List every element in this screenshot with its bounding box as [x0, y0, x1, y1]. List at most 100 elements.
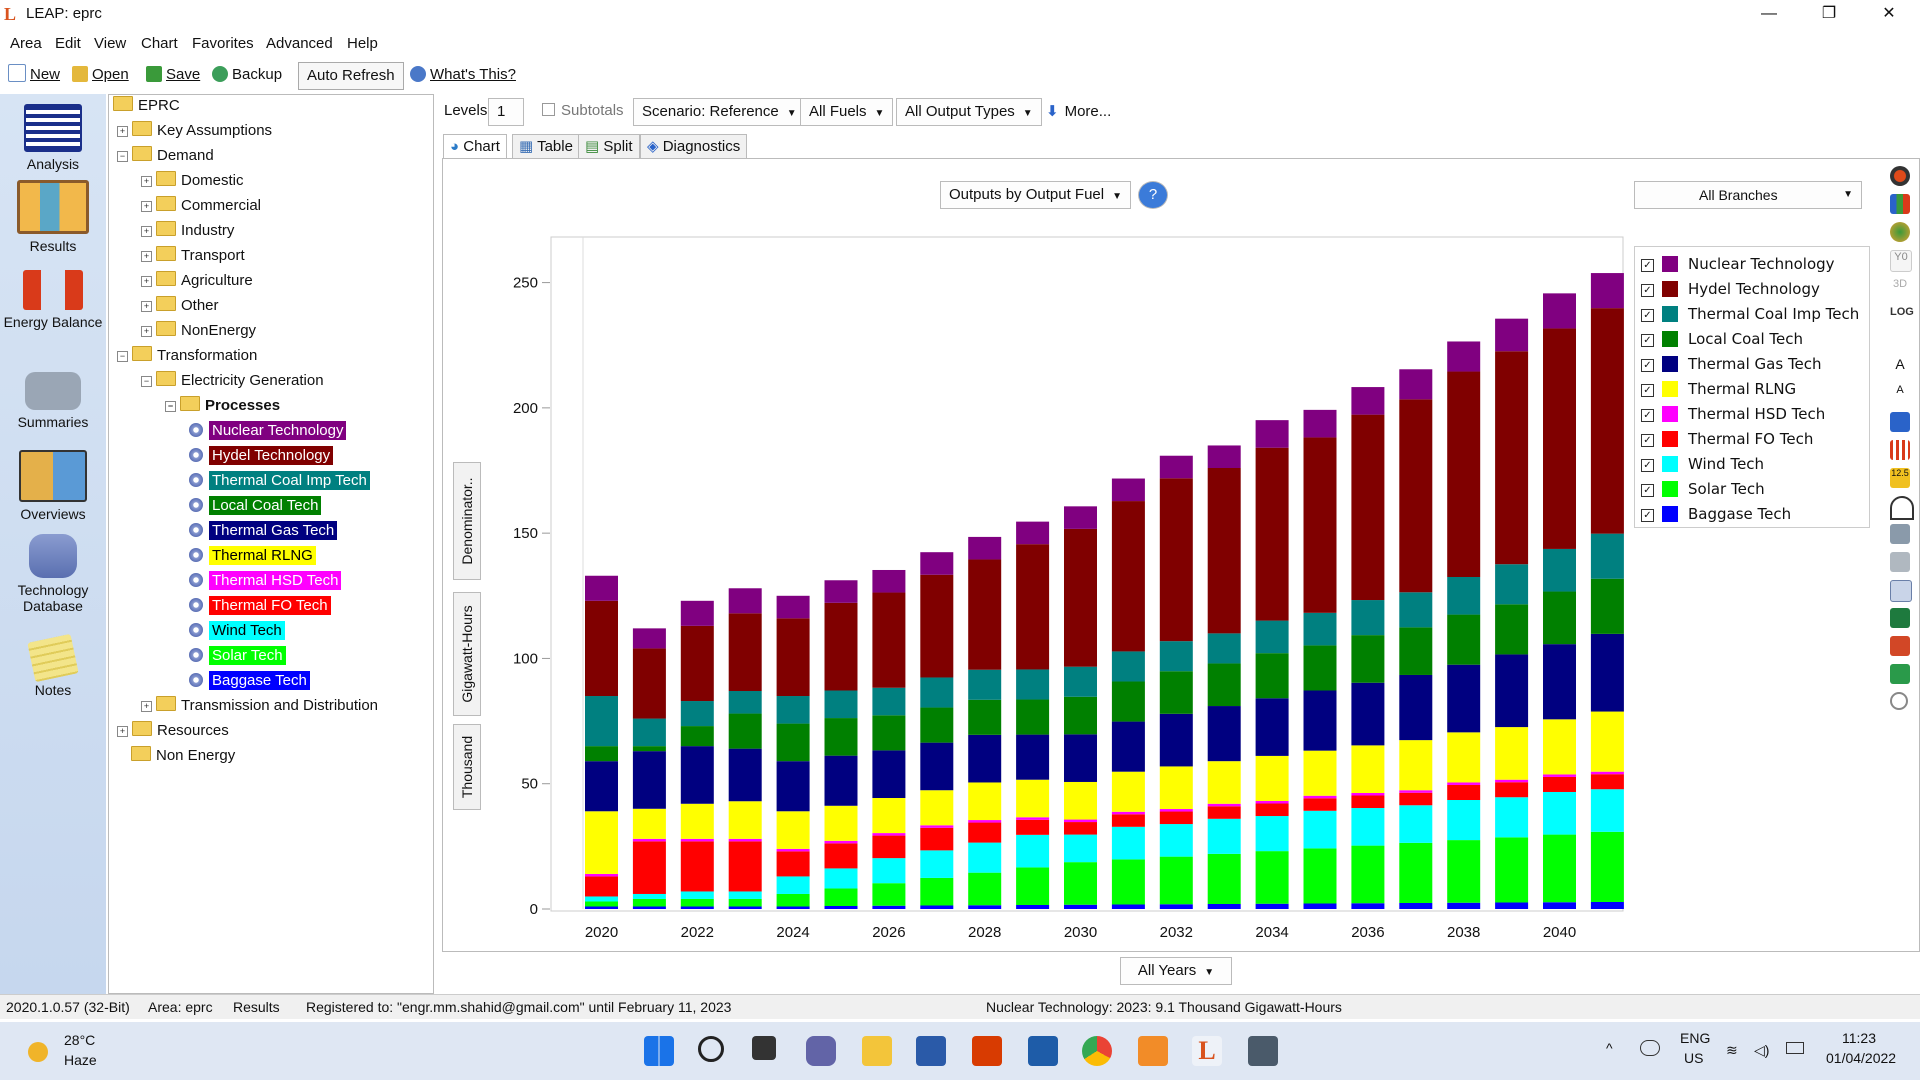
branches-dropdown[interactable]: All Branches ▼ [1634, 181, 1862, 209]
bar-segment[interactable] [1495, 782, 1529, 798]
legend-item[interactable]: ✓ Thermal RLNG [1641, 378, 1796, 400]
bar-segment[interactable] [1159, 904, 1193, 909]
bar-segment[interactable] [968, 669, 1002, 700]
bar-segment[interactable] [632, 751, 666, 809]
bar-segment[interactable] [728, 898, 762, 907]
bar-segment[interactable] [1064, 862, 1097, 905]
print-preview-icon[interactable] [1890, 496, 1914, 520]
bar-segment[interactable] [1064, 904, 1097, 909]
bar-segment[interactable] [632, 898, 666, 907]
bar-segment[interactable] [728, 713, 762, 749]
bar-segment[interactable] [968, 559, 1002, 670]
bar-segment[interactable] [1447, 614, 1481, 665]
tree-node-process[interactable]: Thermal Coal Imp Tech [189, 470, 370, 492]
bar-segment[interactable] [585, 873, 618, 877]
bar-segment[interactable] [776, 906, 810, 909]
bar-segment[interactable] [776, 893, 810, 907]
bar-segment[interactable] [1016, 819, 1050, 835]
tree-node-process[interactable]: Nuclear Technology [189, 420, 347, 442]
bar-segment[interactable] [1255, 801, 1289, 804]
bar-segment[interactable] [968, 822, 1002, 843]
bar-segment[interactable] [872, 858, 906, 884]
scale-button[interactable]: Thousand [453, 724, 481, 810]
bar-segment[interactable] [585, 696, 618, 747]
bar-segment[interactable] [1255, 903, 1289, 909]
expand-icon[interactable]: + [141, 301, 152, 312]
bar-segment[interactable] [824, 888, 858, 906]
bar-segment[interactable] [1255, 803, 1289, 817]
bar-segment[interactable] [632, 838, 666, 842]
bar-segment[interactable] [1543, 719, 1576, 775]
close-button[interactable]: ✕ [1882, 5, 1896, 22]
bar-segment[interactable] [1159, 766, 1193, 810]
bar-segment[interactable] [872, 750, 906, 798]
legend-item[interactable]: ✓ Baggase Tech [1641, 503, 1791, 525]
bar-segment[interactable] [728, 838, 762, 842]
globe-icon[interactable] [1890, 222, 1910, 242]
bar-segment[interactable] [1255, 755, 1289, 802]
bar-segment[interactable] [1351, 635, 1385, 683]
bar-segment[interactable] [1016, 699, 1050, 735]
bar-segment[interactable] [680, 726, 714, 747]
bar-segment[interactable] [824, 805, 858, 841]
bar-segment[interactable] [1303, 612, 1337, 646]
expand-icon[interactable]: + [141, 701, 152, 712]
bar-segment[interactable] [1111, 904, 1145, 909]
bar-segment[interactable] [1495, 351, 1529, 565]
bar-segment[interactable] [632, 808, 666, 839]
bar-segment[interactable] [1447, 800, 1481, 841]
bar-segment[interactable] [1351, 792, 1385, 796]
bar-segment[interactable] [1590, 578, 1624, 634]
bar-segment[interactable] [1207, 903, 1241, 909]
save-chart-icon[interactable] [1890, 664, 1910, 684]
bar-segment[interactable] [632, 648, 666, 719]
tree-node-process[interactable]: Local Coal Tech [189, 495, 322, 517]
bar-segment[interactable] [1447, 840, 1481, 903]
whats-this-button[interactable]: What's This? [410, 62, 516, 88]
bar-segment[interactable] [1159, 809, 1193, 812]
bar-segment[interactable] [1543, 902, 1576, 909]
view-analysis[interactable]: Analysis [0, 104, 106, 172]
teams-icon[interactable] [806, 1036, 836, 1066]
bar-segment[interactable] [1303, 409, 1337, 438]
bar-segment[interactable] [1159, 811, 1193, 825]
bar-segment[interactable] [1207, 468, 1241, 634]
tree-node-electricity-generation[interactable]: − Electricity Generation [141, 370, 324, 392]
bar-segment[interactable] [680, 600, 714, 626]
tree-node-commercial[interactable]: + Commercial [141, 195, 261, 217]
expand-icon[interactable]: + [141, 276, 152, 287]
bar-segment[interactable] [824, 580, 858, 603]
bar-segment[interactable] [920, 742, 954, 791]
bar-segment[interactable] [1207, 445, 1241, 469]
bar-segment[interactable] [1255, 653, 1289, 699]
bar-segment[interactable] [824, 718, 858, 756]
bar-segment[interactable] [1543, 591, 1576, 645]
y0-icon[interactable]: Y0 [1890, 250, 1912, 272]
volume-icon[interactable]: ◁) [1754, 1042, 1770, 1058]
collapse-icon[interactable]: − [165, 401, 176, 412]
tree-node-transmission[interactable]: + Transmission and Distribution [141, 695, 378, 717]
bar-segment[interactable] [585, 811, 618, 874]
bar-segment[interactable] [872, 797, 906, 834]
bar-segment[interactable] [680, 906, 714, 909]
expand-icon[interactable]: + [117, 126, 128, 137]
bar-segment[interactable] [1207, 761, 1241, 804]
bar-segment[interactable] [1207, 853, 1241, 904]
task-view-icon[interactable] [752, 1036, 776, 1060]
expand-icon[interactable]: + [141, 326, 152, 337]
bar-segment[interactable] [728, 588, 762, 614]
bar-segment[interactable] [776, 761, 810, 812]
tree-node-nonenergy[interactable]: + NonEnergy [141, 320, 256, 342]
powerpoint-icon[interactable] [1890, 636, 1910, 656]
expand-icon[interactable]: + [141, 226, 152, 237]
tree-node-process[interactable]: Thermal Gas Tech [189, 520, 338, 542]
bar-segment[interactable] [1111, 501, 1145, 652]
bar-segment[interactable] [1399, 369, 1433, 400]
bar-segment[interactable] [1064, 834, 1097, 863]
bar-segment[interactable] [632, 841, 666, 894]
menu-view[interactable]: View [94, 35, 127, 52]
pdf-reader-icon[interactable] [1138, 1036, 1168, 1066]
battery-icon[interactable] [1786, 1042, 1804, 1054]
tree-node-demand[interactable]: − Demand [117, 145, 214, 167]
sort-icon[interactable] [1890, 412, 1910, 432]
